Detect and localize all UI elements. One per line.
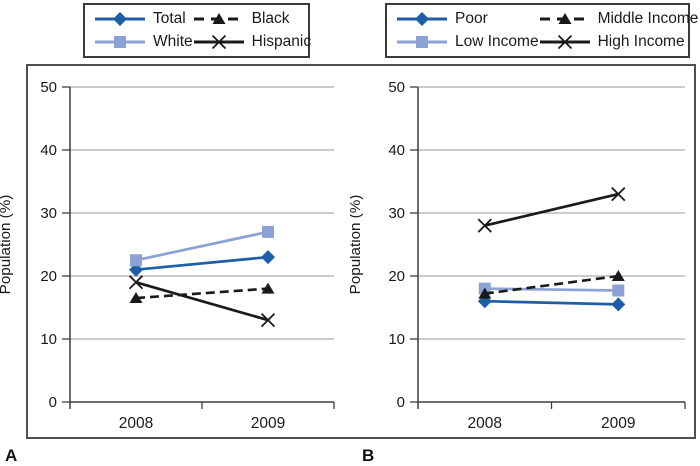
x-tick-label: 2008 (119, 415, 153, 432)
y-tick-label: 40 (40, 142, 57, 159)
legend-box-panel-b: Poor Low Income Middle Income High Income (385, 3, 698, 58)
y-tick-label: 50 (388, 79, 405, 96)
chart-panel-b: 0 10 20 30 40 50 2008 2009 Population (%) (350, 79, 686, 432)
y-tick-label: 10 (388, 331, 405, 348)
legend-item-low-income: Low Income (396, 33, 539, 51)
marker-white-2008 (130, 254, 142, 267)
legend-item-total: Total (94, 10, 193, 28)
panel-letter-a: A (5, 446, 18, 465)
legend-sample-black (193, 13, 244, 25)
y-tick-label: 30 (40, 205, 57, 222)
marker-black-2009 (261, 282, 275, 294)
series-line-middle-income (484, 274, 619, 295)
series-line-high-income (484, 192, 619, 227)
legend-label: Hispanic (251, 32, 312, 50)
legend-item-white: White (94, 33, 193, 51)
legend-item-high-income: High Income (539, 33, 699, 51)
y-tick-label: 20 (40, 268, 57, 285)
legend-marker-low-income (416, 35, 428, 48)
legend-sample-hispanic (193, 34, 244, 49)
legend-marker-poor (415, 12, 429, 27)
legend-marker-black (212, 13, 226, 25)
legend-label: Total (153, 10, 186, 28)
legend-label: White (153, 32, 193, 50)
marker-low-income-2009 (612, 284, 625, 297)
legend-marker-hispanic (211, 34, 226, 49)
y-tick-label: 0 (49, 394, 57, 411)
legend-marker-white (114, 35, 126, 48)
series-line-white (135, 230, 269, 262)
legend-marker-total (113, 12, 127, 27)
marker-black-2008 (129, 292, 143, 304)
legend-item-black: Black (193, 10, 311, 28)
panel-letter-b: B (362, 446, 375, 465)
series-line-total (135, 255, 269, 272)
legend-marker-middle-income (558, 13, 572, 25)
legend-box-panel-a: Total White Black Hispanic (83, 3, 311, 58)
y-tick-label: 30 (388, 205, 405, 222)
y-axis-label: Population (%) (350, 195, 364, 295)
marker-hispanic-2009 (260, 312, 276, 328)
y-tick-label: 20 (388, 268, 405, 285)
x-tick-label: 2009 (251, 415, 285, 432)
marker-total-2009 (261, 250, 275, 265)
chart-outer-frame (26, 64, 696, 439)
chart-panel-a: 0 10 20 30 40 50 2008 2009 Population (%) (0, 79, 335, 432)
legend-marker-high-income (557, 34, 572, 49)
marker-white-2009 (262, 225, 274, 238)
marker-middle-income-2008 (478, 287, 492, 299)
series-line-low-income (484, 287, 619, 292)
legend-label: Poor (455, 10, 488, 28)
marker-middle-income-2009 (611, 270, 625, 281)
legend-item-middle-income: Middle Income (539, 10, 699, 28)
legend-sample-total (95, 12, 145, 27)
y-axis-label: Population (%) (0, 195, 14, 295)
series-line-poor (484, 299, 619, 306)
marker-high-income-2008 (477, 218, 492, 233)
legend-sample-low-income (397, 35, 447, 48)
legend-item-poor: Poor (396, 10, 539, 28)
legend-label: Black (251, 10, 290, 28)
legend-label: High Income (597, 32, 685, 50)
x-tick-label: 2009 (601, 415, 635, 432)
legend-item-hispanic: Hispanic (193, 33, 311, 51)
marker-hispanic-2008 (128, 275, 144, 290)
x-tick-label: 2008 (468, 415, 502, 432)
series-line-hispanic (135, 281, 269, 322)
legend-label: Middle Income (597, 10, 699, 28)
legend-sample-poor (397, 12, 447, 27)
series-line-black (135, 287, 269, 300)
y-tick-label: 50 (40, 79, 57, 96)
marker-high-income-2009 (611, 186, 626, 202)
legend-sample-white (95, 35, 145, 48)
legend-sample-middle-income (539, 13, 590, 25)
y-tick-label: 40 (388, 142, 405, 159)
y-tick-label: 10 (40, 331, 57, 348)
y-tick-label: 0 (397, 394, 405, 411)
legend-sample-high-income (539, 34, 590, 49)
marker-poor-2009 (611, 297, 626, 312)
legend-label: Low Income (455, 32, 539, 50)
